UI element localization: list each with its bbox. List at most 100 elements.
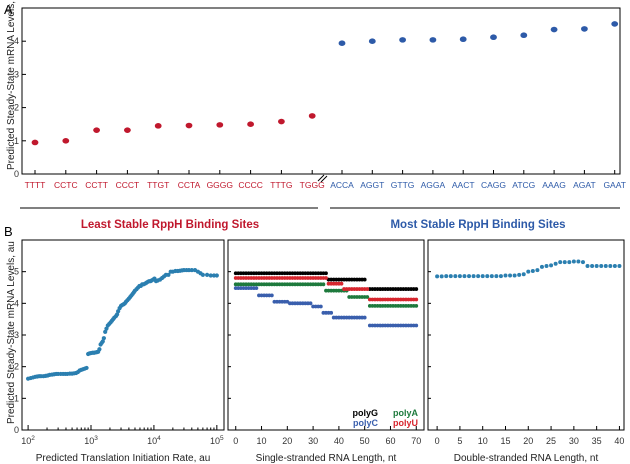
category-label-ccta: CCTA	[178, 180, 201, 190]
category-label-aact: AACT	[452, 180, 475, 190]
data-point	[567, 260, 572, 265]
data-point	[489, 274, 494, 279]
data-point	[457, 274, 462, 279]
data-point	[485, 274, 490, 279]
data-point	[521, 272, 526, 277]
data-point	[414, 297, 419, 302]
y-tick-label: 1	[14, 136, 19, 146]
panel-letter-a: A	[4, 2, 13, 17]
data-point-ttgt	[154, 123, 162, 129]
data-point	[104, 326, 109, 331]
data-point	[526, 269, 531, 274]
x-tick-label: 10	[257, 436, 267, 446]
data-point	[414, 303, 419, 308]
data-point	[558, 260, 563, 265]
x-tick-label: 0	[233, 436, 238, 446]
x-tick-label: 15	[500, 436, 510, 446]
group-title-most: Most Stable RppH Binding Sites	[390, 219, 565, 231]
data-point	[115, 312, 120, 317]
data-point	[599, 263, 604, 268]
data-point	[365, 287, 370, 291]
y-tick-label: 5	[14, 267, 19, 277]
data-point	[580, 260, 585, 265]
data-point	[603, 263, 608, 268]
data-point-gggg	[216, 122, 224, 128]
panel-a-frame	[21, 7, 621, 175]
category-label-ccct: CCCT	[116, 180, 140, 190]
data-point	[339, 281, 344, 286]
series-polyu	[233, 276, 419, 302]
data-point	[435, 274, 440, 279]
data-point	[101, 336, 106, 341]
data-point	[444, 274, 449, 279]
data-point	[553, 261, 558, 266]
data-point	[471, 274, 476, 279]
x-tick-label: 40	[334, 436, 344, 446]
data-point	[166, 272, 171, 277]
x-tick-label: 60	[385, 436, 395, 446]
data-point-agga	[429, 37, 437, 43]
data-point	[324, 276, 328, 280]
data-point	[494, 274, 499, 279]
x-tick-label: 50	[360, 436, 370, 446]
panel-b3-xlabel: Double-stranded RNA Length, nt	[454, 453, 599, 464]
series-polya	[233, 282, 419, 308]
data-point-atcg	[520, 32, 528, 39]
data-point	[503, 273, 508, 278]
data-point	[539, 264, 544, 269]
data-point	[204, 272, 210, 277]
data-point-agat	[581, 26, 588, 32]
panel-b3-chart: Double-stranded RNA Length, nt 0 5 10 15 20 2…	[427, 239, 625, 464]
y-tick-label: 3	[14, 330, 19, 340]
legend-polyg: polyG	[352, 408, 378, 418]
category-label-atcg: ATCG	[512, 180, 535, 190]
panel-a-chart: Predicted Steady-State mRNA Levels, au 0…	[6, 0, 626, 231]
data-point-aaag	[550, 26, 558, 33]
x-tick-label: 25	[546, 436, 556, 446]
data-point	[362, 315, 367, 320]
x-tick-label: 30	[308, 436, 318, 446]
panel-b2-frame	[227, 239, 425, 431]
data-point	[365, 295, 370, 299]
category-label-agat: AGAT	[573, 180, 596, 190]
data-point	[544, 263, 549, 268]
panel-a-ylabel: Predicted Steady-State mRNA Levels, au	[6, 0, 17, 170]
data-point	[576, 259, 581, 264]
panel-b2-xlabel: Single-stranded RNA Length, nt	[256, 453, 397, 464]
category-label-cccc: CCCC	[238, 180, 263, 190]
data-point	[612, 263, 617, 268]
data-point	[530, 269, 535, 274]
category-label-acca: ACCA	[330, 180, 354, 190]
y-tick-label: 1	[14, 393, 19, 403]
data-point-gaat	[611, 21, 619, 27]
data-point	[84, 365, 89, 371]
data-point	[269, 293, 274, 298]
category-label-tttt: TTTT	[25, 180, 46, 190]
data-point	[467, 274, 472, 279]
data-point-tggg	[308, 113, 316, 119]
data-point-cagg	[490, 34, 497, 41]
data-point	[498, 274, 503, 279]
data-point	[414, 287, 419, 291]
data-point	[517, 272, 522, 277]
data-point	[462, 274, 467, 279]
data-point	[254, 286, 259, 291]
data-point	[453, 274, 458, 279]
category-label-aggt: AGGT	[360, 180, 384, 190]
x-tick-label: 105	[210, 435, 224, 446]
data-point	[186, 267, 192, 273]
series-polyg	[233, 271, 419, 291]
data-point	[608, 263, 613, 268]
data-point	[116, 309, 121, 314]
y-tick-label: 4	[14, 36, 19, 46]
category-label-gaat: GAAT	[603, 180, 626, 190]
data-point	[324, 271, 328, 276]
category-label-ttgt: TTGT	[147, 180, 169, 190]
panel-b-ylabel: Predicted Steady-State mRNA Levels, au	[6, 241, 17, 424]
data-point-tttg	[278, 118, 285, 125]
x-tick-label: 40	[614, 436, 624, 446]
data-point	[97, 347, 102, 352]
data-point	[562, 260, 567, 265]
data-point	[508, 273, 513, 278]
